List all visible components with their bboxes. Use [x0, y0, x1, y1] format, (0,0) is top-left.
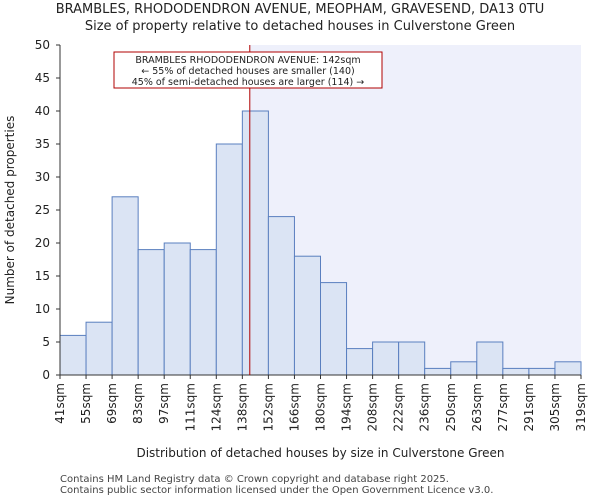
- histogram-bar: [189, 249, 217, 376]
- x-tick-label: 111sqm: [183, 383, 197, 431]
- y-tick-label: 0: [42, 368, 50, 382]
- x-axis-title: Distribution of detached houses by size …: [136, 446, 504, 460]
- annotation-line: BRAMBLES RHODODENDRON AVENUE: 142sqm: [135, 55, 360, 66]
- annotation-line: 45% of semi-detached houses are larger (…: [132, 77, 365, 88]
- y-axis-title: Number of detached properties: [3, 116, 17, 305]
- x-tick-label: 250sqm: [444, 383, 458, 431]
- x-tick-label: 236sqm: [418, 383, 432, 431]
- histogram-bar: [215, 143, 243, 376]
- histogram-bar: [372, 341, 400, 376]
- histogram-bar: [85, 321, 113, 376]
- x-tick-label: 97sqm: [157, 383, 171, 424]
- x-tick-label: 222sqm: [392, 383, 406, 431]
- histogram-bar: [346, 348, 374, 376]
- histogram-bar: [476, 341, 504, 376]
- histogram-bar: [320, 282, 348, 376]
- annotation-line: ← 55% of detached houses are smaller (14…: [141, 66, 354, 77]
- x-tick-label: 180sqm: [314, 383, 328, 431]
- y-tick-label: 35: [35, 137, 50, 151]
- y-tick-label: 40: [35, 104, 50, 118]
- x-tick-label: 305sqm: [548, 383, 562, 431]
- y-tick-label: 50: [35, 38, 50, 52]
- x-tick-label: 291sqm: [522, 383, 536, 431]
- y-tick-label: 15: [35, 269, 50, 283]
- y-tick-label: 25: [35, 203, 50, 217]
- x-tick-label: 55sqm: [79, 383, 93, 424]
- footer-copyright: Contains HM Land Registry data © Crown c…: [60, 474, 449, 485]
- histogram-bar: [502, 367, 530, 376]
- x-tick-label: 152sqm: [261, 383, 275, 431]
- histogram-bar: [554, 361, 582, 376]
- histogram-bar: [267, 216, 295, 376]
- y-tick-label: 10: [35, 302, 50, 316]
- x-tick-label: 83sqm: [131, 383, 145, 424]
- y-tick-label: 20: [35, 236, 50, 250]
- histogram-bar: [137, 249, 165, 376]
- chart-subtitle: Size of property relative to detached ho…: [84, 19, 516, 34]
- histogram-chart: 0 5 10 15 20 25 30 35 40 45 50 41sqm 55sqm 69sqm 83sqm…: [3, 38, 588, 460]
- footer-licence: Contains public sector information licen…: [60, 485, 494, 496]
- x-tick-label: 69sqm: [105, 383, 119, 424]
- histogram-bar: [528, 367, 556, 376]
- histogram-bar: [424, 367, 452, 376]
- x-tick-label: 138sqm: [235, 383, 249, 431]
- annotation-box: [113, 51, 383, 89]
- x-tick-label: 194sqm: [340, 383, 354, 431]
- chart-title: BRAMBLES, RHODODENDRON AVENUE, MEOPHAM, …: [55, 2, 545, 17]
- histogram-bar: [163, 242, 191, 376]
- histogram-bar: [241, 110, 269, 376]
- x-tick-label: 277sqm: [496, 383, 510, 431]
- x-tick-label: 208sqm: [366, 383, 380, 431]
- x-tick-label: 41sqm: [53, 383, 67, 424]
- histogram-bar: [398, 341, 426, 376]
- histogram-bar: [293, 255, 322, 376]
- x-tick-label: 124sqm: [209, 383, 223, 431]
- histogram-bar: [59, 334, 87, 376]
- y-tick-label: 30: [35, 170, 50, 184]
- y-tick-label: 5: [42, 335, 50, 349]
- x-tick-label: 263sqm: [470, 383, 484, 431]
- histogram-bar: [111, 196, 139, 376]
- x-tick-label: 166sqm: [287, 383, 301, 431]
- x-tick-label: 319sqm: [574, 383, 588, 431]
- y-tick-label: 45: [35, 71, 50, 85]
- histogram-bar: [450, 361, 478, 376]
